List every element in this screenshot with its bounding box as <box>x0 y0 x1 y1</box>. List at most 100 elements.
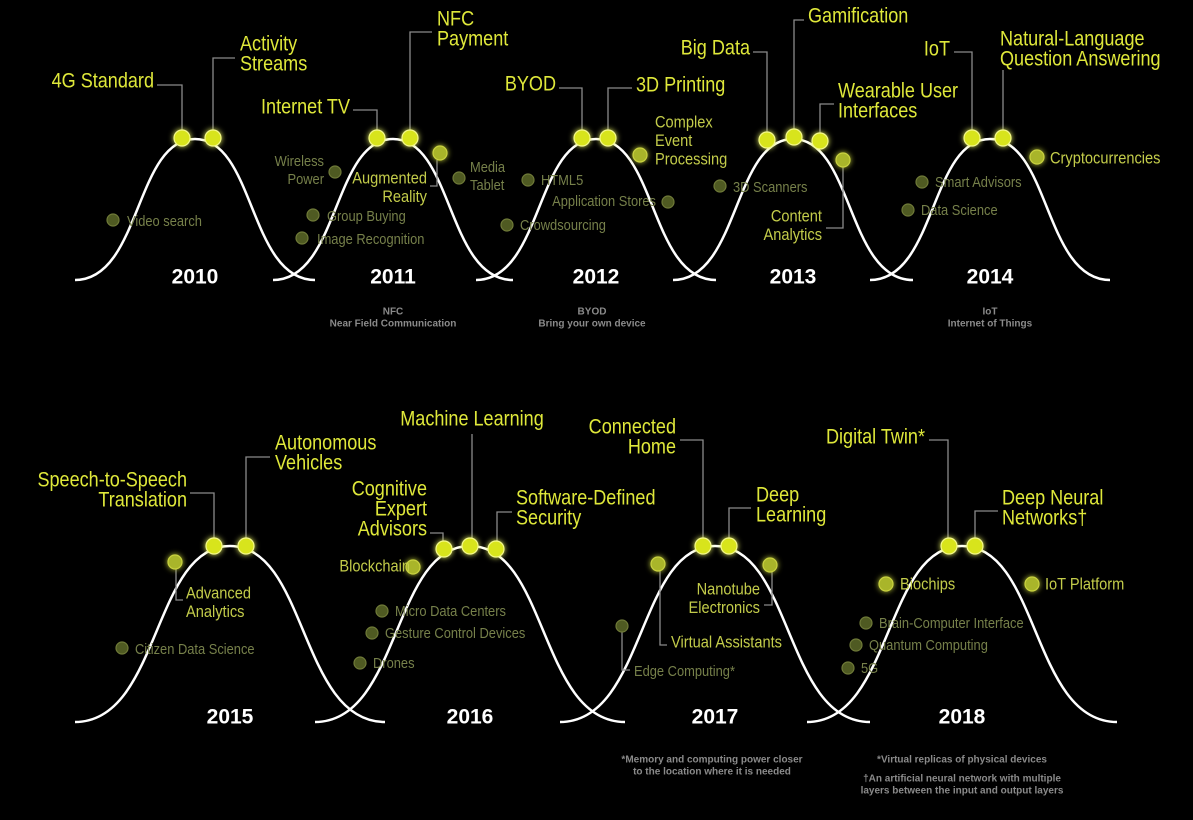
mid-dot <box>1029 149 1045 165</box>
major-label: Deep Neural <box>1002 486 1103 510</box>
footnote: BYOD <box>578 307 607 318</box>
major-dot <box>694 537 712 555</box>
minor-label: Group Buying <box>327 207 406 224</box>
leader-line <box>353 109 378 132</box>
major-label: Speech-to-Speech <box>37 468 187 492</box>
major-label: Gamification <box>808 4 908 28</box>
mid-label: Analytics <box>186 603 245 621</box>
dots <box>106 128 1045 675</box>
minor-dot <box>295 231 309 245</box>
leader-line <box>559 87 583 132</box>
major-label: Big Data <box>681 36 750 60</box>
minor-dot <box>365 626 379 640</box>
major-dot <box>994 129 1012 147</box>
leader-line <box>157 84 183 132</box>
leader-line <box>621 632 630 671</box>
minor-label: HTML5 <box>541 171 583 188</box>
leader-line <box>680 439 704 540</box>
major-label: Security <box>516 506 581 530</box>
footnote: NFC <box>383 307 404 318</box>
major-label: Machine Learning <box>400 407 544 431</box>
leader-line <box>954 51 973 132</box>
minor-label: Tablet <box>470 176 504 193</box>
minor-label: Data Science <box>921 201 998 218</box>
mid-label: Electronics <box>689 599 761 617</box>
mid-label: Biochips <box>900 576 955 594</box>
major-dot <box>720 537 738 555</box>
major-dot <box>487 540 505 558</box>
major-dot <box>435 540 453 558</box>
minor-dot <box>106 213 120 227</box>
major-label: Networks† <box>1002 506 1087 530</box>
minor-dot <box>500 218 514 232</box>
footnote: layers between the input and output laye… <box>861 786 1064 797</box>
minor-label: Crowdsourcing <box>520 216 606 233</box>
year-label: 2012 <box>573 266 620 289</box>
major-dot <box>461 537 479 555</box>
minor-dot <box>859 616 873 630</box>
minor-label: Power <box>287 170 324 187</box>
major-label: Deep <box>756 483 799 507</box>
major-label: 3D Printing <box>636 73 725 97</box>
mid-dot <box>405 559 421 575</box>
major-label: NFC <box>437 7 474 31</box>
major-dot <box>368 129 386 147</box>
year-label: 2018 <box>939 706 986 729</box>
leader-line <box>607 87 632 132</box>
leader-line <box>793 19 804 131</box>
hype-curve <box>806 544 1118 724</box>
footnote: †An artificial neural network with multi… <box>863 774 1061 785</box>
leader-line <box>826 166 844 229</box>
major-dot <box>204 129 222 147</box>
major-label: Advisors <box>358 517 427 541</box>
major-label: Natural-Language <box>1000 27 1145 51</box>
major-label: Learning <box>756 503 826 527</box>
major-dot <box>205 537 223 555</box>
minor-dot <box>615 619 629 633</box>
major-label: BYOD <box>505 72 556 96</box>
mid-label: Nanotube <box>697 581 761 599</box>
leader-line <box>929 439 949 540</box>
mid-dot <box>835 152 851 168</box>
major-label: Streams <box>240 52 307 76</box>
leader-line <box>819 103 834 135</box>
minor-label: Brain-Computer Interface <box>879 614 1024 631</box>
mid-label: Advanced <box>186 585 251 603</box>
minor-label: Drones <box>373 654 415 671</box>
major-label: Autonomous <box>275 431 377 455</box>
mid-label: Cryptocurrencies <box>1050 150 1160 168</box>
minor-label: Edge Computing* <box>634 662 735 679</box>
major-label: Wearable User <box>838 79 959 103</box>
major-dot <box>963 129 981 147</box>
mid-label: Event <box>655 132 693 150</box>
year-label: 2016 <box>447 706 494 729</box>
leaders <box>157 19 1004 671</box>
leader-line <box>764 571 773 606</box>
leader-line <box>175 568 183 601</box>
footnote: *Memory and computing power closer <box>621 755 802 766</box>
major-dot <box>401 129 419 147</box>
major-dot <box>811 132 829 150</box>
leader-line <box>496 511 512 543</box>
major-dot <box>940 537 958 555</box>
major-label: Activity <box>240 32 297 56</box>
hype-curve <box>74 137 316 282</box>
footnote: Internet of Things <box>948 319 1033 330</box>
major-label: IoT <box>924 37 950 61</box>
year-label: 2017 <box>692 706 739 729</box>
major-label: Connected <box>589 415 676 439</box>
leader-line <box>659 570 667 646</box>
major-label: Cognitive <box>352 477 427 501</box>
minor-label: Quantum Computing <box>869 636 988 653</box>
mid-dot <box>632 147 648 163</box>
mid-label: IoT Platform <box>1045 576 1124 594</box>
footnote: Bring your own device <box>538 319 646 330</box>
major-label: Home <box>628 435 676 459</box>
minor-dot <box>328 165 342 179</box>
minor-dot <box>353 656 367 670</box>
major-dot <box>237 537 255 555</box>
minor-label: Video search <box>127 212 202 229</box>
footnote: *Virtual replicas of physical devices <box>877 755 1047 766</box>
minor-dot <box>306 208 320 222</box>
minor-dot <box>375 604 389 618</box>
